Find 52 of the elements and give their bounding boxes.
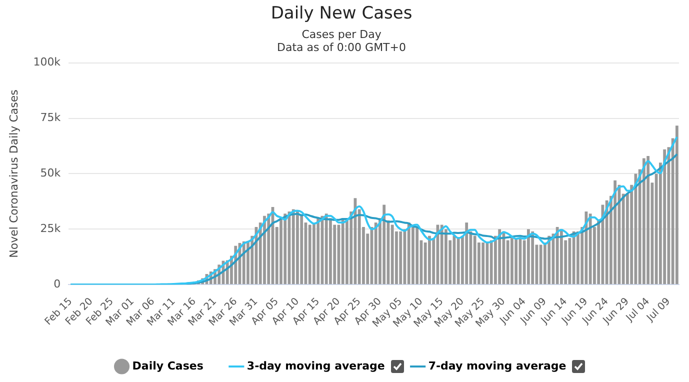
bar	[605, 200, 608, 284]
bar	[473, 236, 476, 284]
bar	[527, 229, 530, 284]
chart-subtitle: Cases per Day Data as of 0:00 GMT+0	[277, 28, 406, 54]
bar	[634, 174, 638, 284]
bar	[642, 158, 646, 284]
bar	[390, 224, 394, 284]
bar	[498, 229, 502, 284]
bar	[428, 236, 431, 284]
legend-label: 7-day moving average	[428, 359, 566, 372]
legend-label: 3-day moving average	[246, 359, 385, 372]
bar	[316, 218, 320, 284]
bar	[296, 211, 299, 284]
bar	[510, 238, 514, 284]
bar	[482, 242, 485, 284]
bar	[572, 231, 576, 284]
bar	[514, 238, 518, 284]
bar	[588, 214, 592, 284]
bar	[284, 214, 287, 284]
bar	[560, 229, 563, 284]
bar	[539, 244, 542, 284]
bar	[456, 238, 460, 284]
bar	[675, 126, 678, 284]
bar	[292, 209, 295, 284]
bar	[263, 216, 266, 284]
bar	[576, 231, 580, 284]
chart-title: Daily New Cases	[270, 4, 412, 24]
y-tick-label: 50k	[40, 166, 62, 180]
bar	[308, 224, 312, 284]
y-tick-label: 100k	[33, 56, 62, 69]
bar	[407, 222, 410, 284]
bar	[382, 204, 386, 284]
bar	[300, 216, 304, 284]
bar	[324, 214, 328, 284]
bar	[416, 226, 419, 284]
bar	[614, 180, 617, 284]
y-tick-label: 0	[54, 278, 61, 291]
bar	[341, 218, 344, 284]
y-tick-label: 25k	[40, 222, 62, 236]
bar	[440, 224, 444, 284]
bar	[646, 156, 650, 284]
legend-label: Daily Cases	[132, 359, 204, 372]
bar	[399, 231, 402, 284]
bar	[531, 231, 534, 284]
bar	[465, 222, 468, 284]
y-axis-title: Novel Coronavirus Daily Cases	[7, 89, 20, 258]
bar	[444, 229, 448, 284]
bar	[490, 240, 493, 284]
y-tick-label: 75k	[40, 111, 62, 124]
bar	[556, 226, 559, 284]
bar	[412, 224, 414, 284]
bar	[663, 149, 666, 284]
